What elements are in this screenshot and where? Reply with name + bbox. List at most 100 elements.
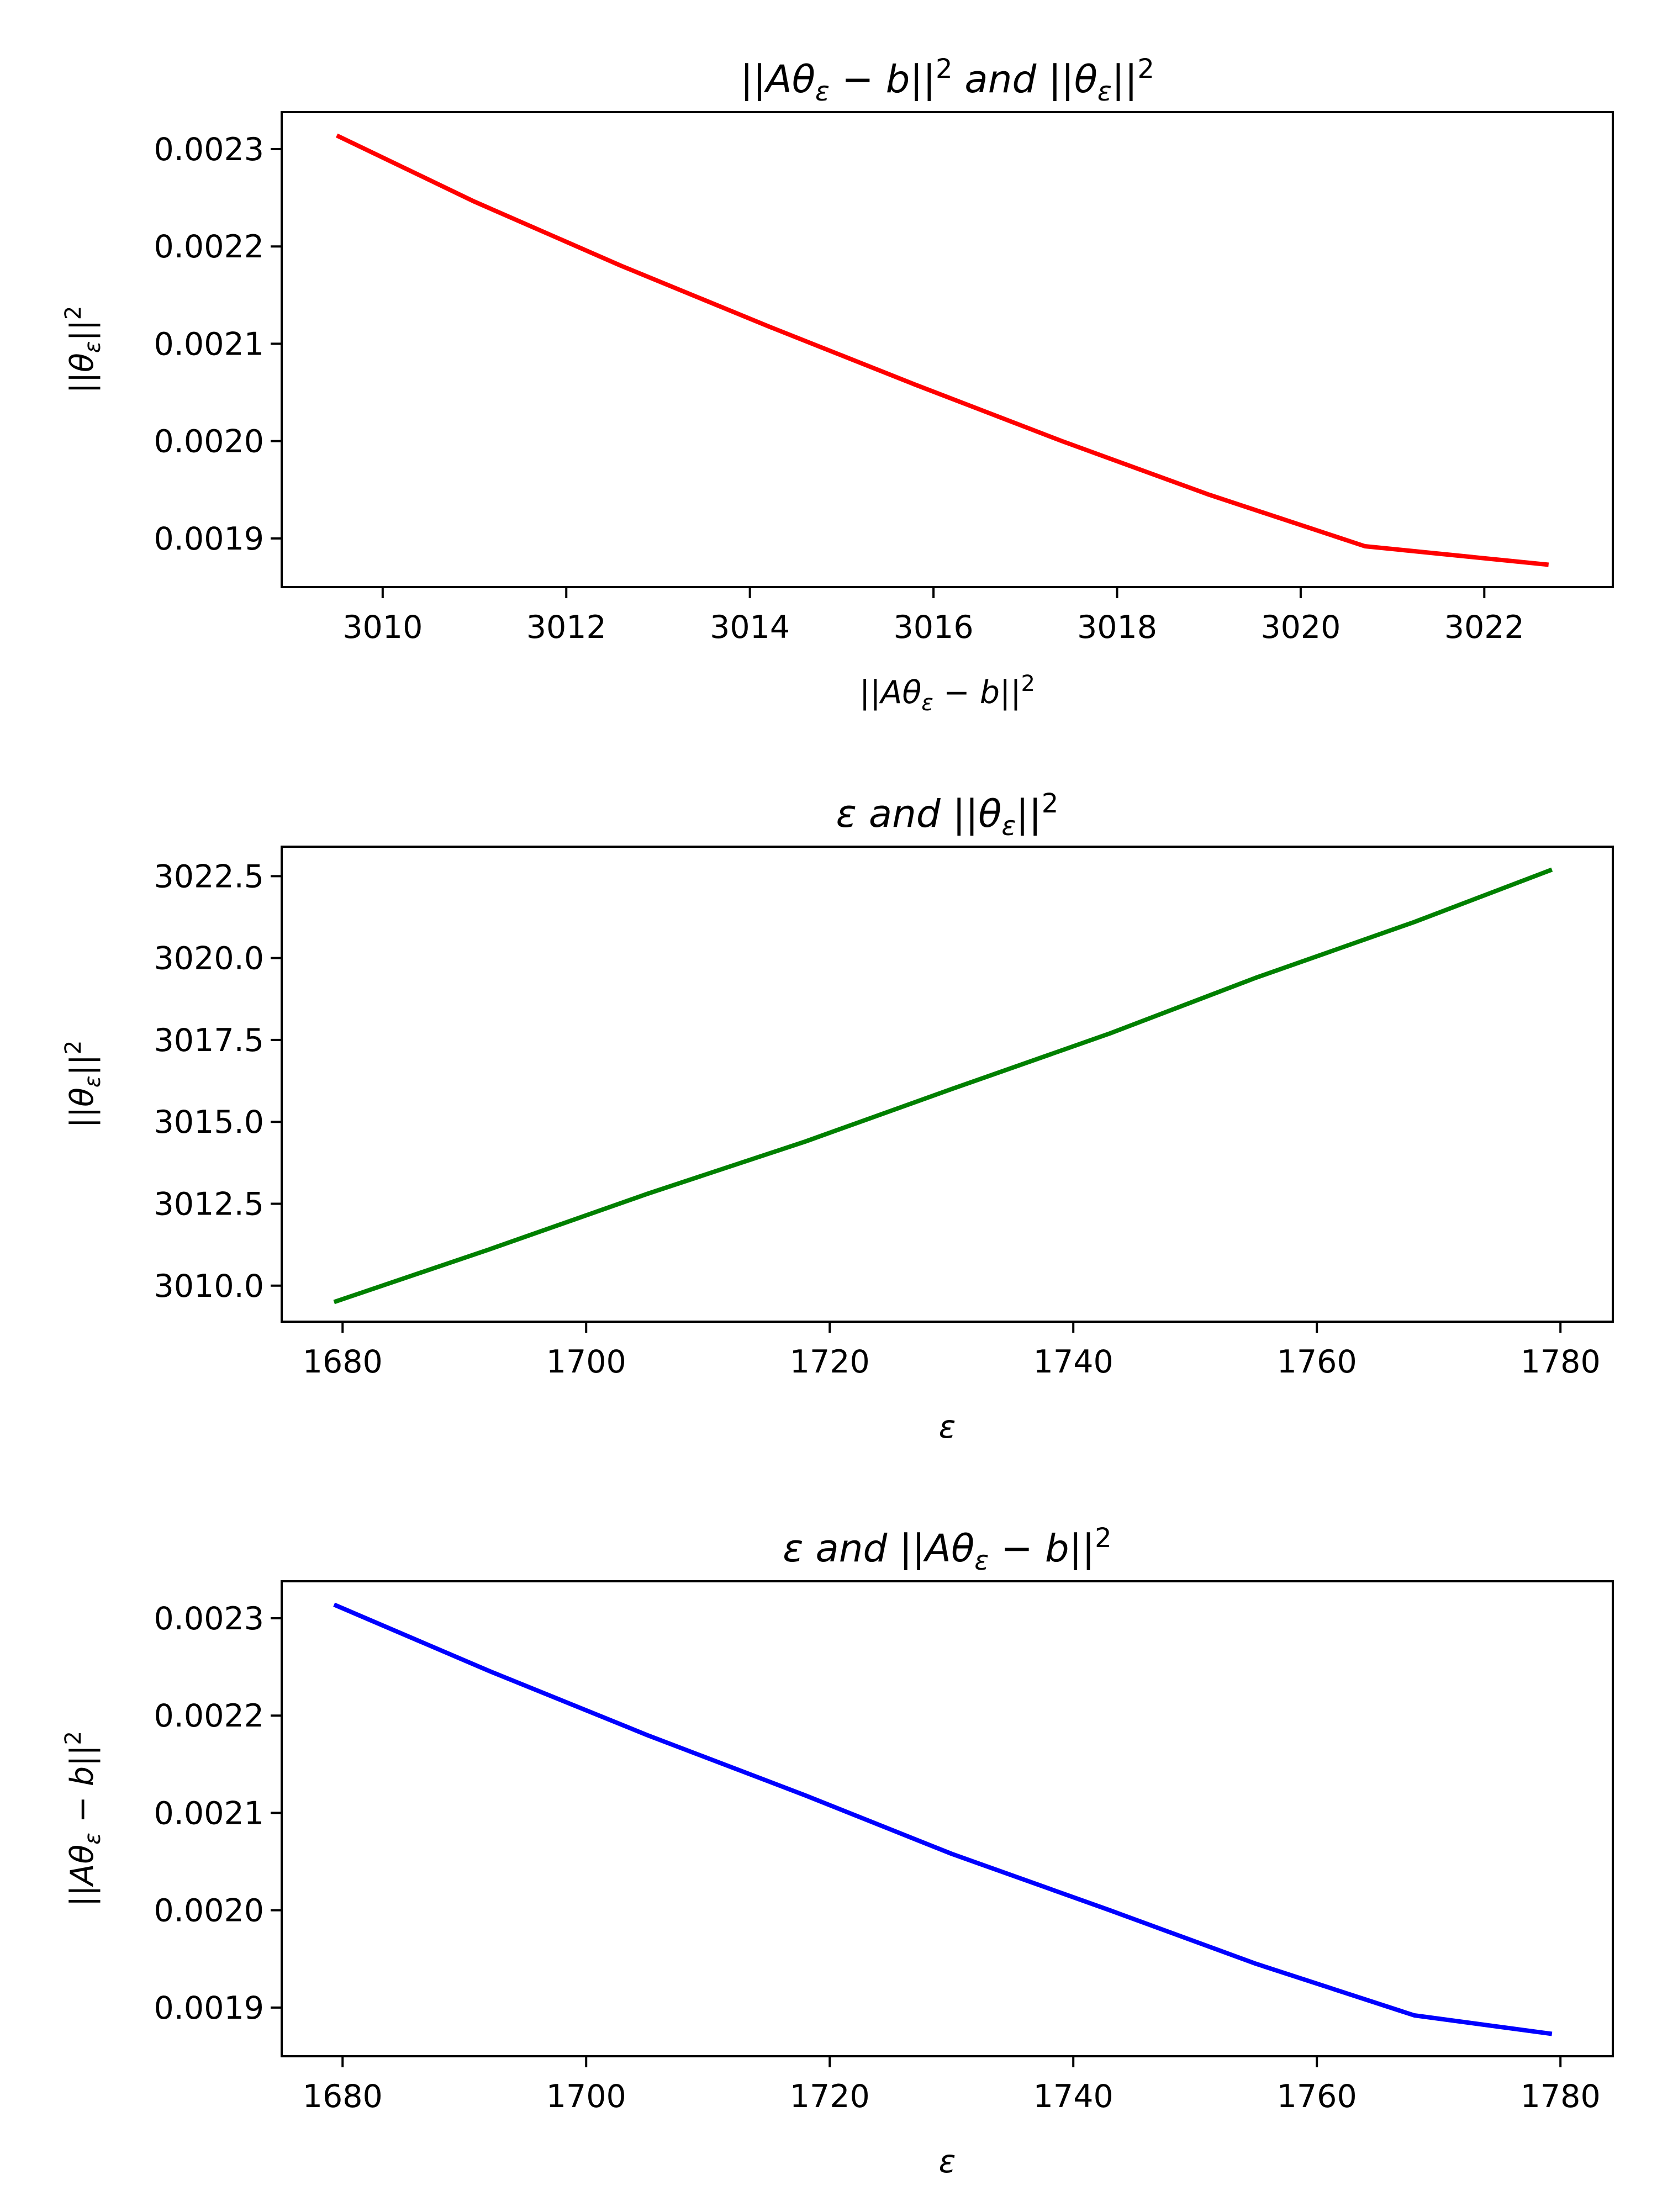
- chart-panel-2: 1680 1700 1720 1740 1760 1780 3010.0 3012.5 3015…: [61, 788, 1614, 1445]
- y-tick-label: 0.0022: [154, 229, 264, 265]
- x-tick-label: 1680: [303, 2078, 383, 2115]
- x-axis-label: ε: [939, 2144, 956, 2180]
- series-line: [333, 1602, 1553, 2036]
- math-fragment: ε: [974, 1545, 989, 1576]
- x-tick-label: 1760: [1277, 1344, 1357, 1380]
- y-axis-label: ||Aθε − b||2: [61, 1731, 105, 1907]
- math-fragment: 2: [936, 54, 953, 85]
- math-fragment: 2: [61, 306, 86, 320]
- x-tick-label: 1760: [1277, 2078, 1357, 2115]
- y-tick-label: 0.0022: [154, 1698, 264, 1734]
- math-fragment: ||: [1048, 57, 1074, 102]
- math-fragment: and: [857, 792, 953, 836]
- x-tick-label: 1680: [303, 1344, 383, 1380]
- math-fragment: ||: [64, 1745, 101, 1766]
- math-fragment: b: [1045, 1527, 1069, 1571]
- math-fragment: 2: [1042, 788, 1059, 819]
- x-tick-label: 1700: [546, 2078, 626, 2115]
- math-fragment: Aθ: [64, 1845, 101, 1888]
- math-fragment: Aθ: [764, 57, 815, 102]
- math-fragment: ε: [80, 341, 105, 353]
- y-tick-label: 3010.0: [154, 1268, 264, 1305]
- math-fragment: 2: [1021, 671, 1035, 696]
- math-fragment: −: [933, 674, 980, 711]
- math-fragment: ε: [921, 690, 933, 716]
- math-fragment: ε: [1097, 76, 1112, 107]
- math-fragment: ε: [783, 1527, 803, 1571]
- math-fragment: −: [989, 1527, 1045, 1571]
- x-tick-label: 1740: [1033, 1344, 1114, 1380]
- chart-panel-1: 3010 3012 3014 3016 3018 3020 3022 0.0019 0.0020…: [61, 54, 1614, 716]
- math-fragment: θ: [64, 1087, 101, 1107]
- x-tick-label: 1780: [1521, 2078, 1601, 2115]
- y-tick-label: 0.0020: [154, 424, 264, 460]
- y-tick-label: 3015.0: [154, 1104, 264, 1141]
- math-fragment: Aθ: [878, 674, 921, 711]
- math-fragment: 2: [61, 1731, 86, 1745]
- y-tick-label: 0.0021: [154, 326, 264, 362]
- chart-title: ε and ||θε||2: [836, 788, 1059, 842]
- y-tick-label: 0.0020: [154, 1893, 264, 1929]
- math-fragment: ||: [1016, 792, 1042, 836]
- math-fragment: ||: [64, 1886, 101, 1907]
- math-fragment: ||: [910, 57, 936, 102]
- x-tick-label: 3016: [894, 609, 974, 646]
- math-fragment: ||: [899, 1527, 925, 1571]
- chart-title: ||Aθε − b||2 and ||θε||2: [740, 54, 1154, 107]
- y-axis-label: ||θε||2: [61, 306, 105, 394]
- math-fragment: and: [953, 57, 1049, 102]
- chart-title: ε and ||Aθε − b||2: [783, 1523, 1111, 1576]
- x-tick-label: 3014: [710, 609, 790, 646]
- x-tick-label: 3018: [1077, 609, 1157, 646]
- math-fragment: ||: [953, 792, 979, 836]
- math-fragment: ||: [1000, 674, 1021, 711]
- math-fragment: b: [980, 674, 1000, 711]
- axes-frame: [281, 846, 1614, 1323]
- math-fragment: θ: [978, 792, 1001, 836]
- math-fragment: Aθ: [923, 1527, 974, 1571]
- x-tick-label: 1700: [546, 1344, 626, 1380]
- math-fragment: ||: [740, 57, 766, 102]
- math-fragment: ε: [815, 76, 830, 107]
- math-fragment: 2: [1095, 1523, 1112, 1554]
- x-tick-label: 1740: [1033, 2078, 1114, 2115]
- x-axis-label: ε: [939, 1409, 956, 1445]
- math-fragment: −: [830, 57, 886, 102]
- chart-panel-3: 1680 1700 1720 1740 1760 1780 0.0019 0.0020 0.00…: [61, 1523, 1614, 2180]
- math-fragment: ε: [80, 1833, 105, 1845]
- x-axis-label: ||Aθε − b||2: [859, 671, 1035, 716]
- math-fragment: and: [804, 1527, 900, 1571]
- x-tick-label: 3022: [1444, 609, 1524, 646]
- math-fragment: −: [64, 1786, 101, 1833]
- math-fragment: ε: [1001, 811, 1016, 842]
- math-fragment: ||: [859, 674, 880, 711]
- x-tick-label: 3010: [342, 609, 423, 646]
- axes-frame: [281, 1580, 1614, 2057]
- y-tick-label: 0.0023: [154, 131, 264, 168]
- math-fragment: 2: [1137, 54, 1154, 85]
- math-fragment: 2: [61, 1041, 86, 1054]
- math-fragment: ||: [64, 1107, 101, 1128]
- math-fragment: ||: [64, 1054, 101, 1075]
- x-tick-label: 1780: [1521, 1344, 1601, 1380]
- axes-frame: [281, 111, 1614, 588]
- y-tick-label: 0.0019: [154, 521, 264, 557]
- series-line: [333, 867, 1553, 1305]
- y-tick-label: 3017.5: [154, 1022, 264, 1059]
- math-fragment: ε: [836, 792, 857, 836]
- y-tick-label: 3012.5: [154, 1186, 264, 1222]
- math-fragment: θ: [1074, 57, 1097, 102]
- y-tick-label: 3020.0: [154, 941, 264, 977]
- y-tick-label: 0.0019: [154, 1990, 264, 2026]
- x-tick-label: 1720: [790, 1344, 870, 1380]
- y-tick-label: 0.0023: [154, 1601, 264, 1637]
- y-tick-label: 3022.5: [154, 858, 264, 895]
- math-fragment: ε: [939, 1409, 956, 1445]
- x-tick-label: 3020: [1260, 609, 1341, 646]
- math-fragment: ||: [64, 320, 101, 341]
- series-line: [335, 133, 1549, 567]
- x-tick-label: 3012: [526, 609, 606, 646]
- math-fragment: ||: [64, 372, 101, 393]
